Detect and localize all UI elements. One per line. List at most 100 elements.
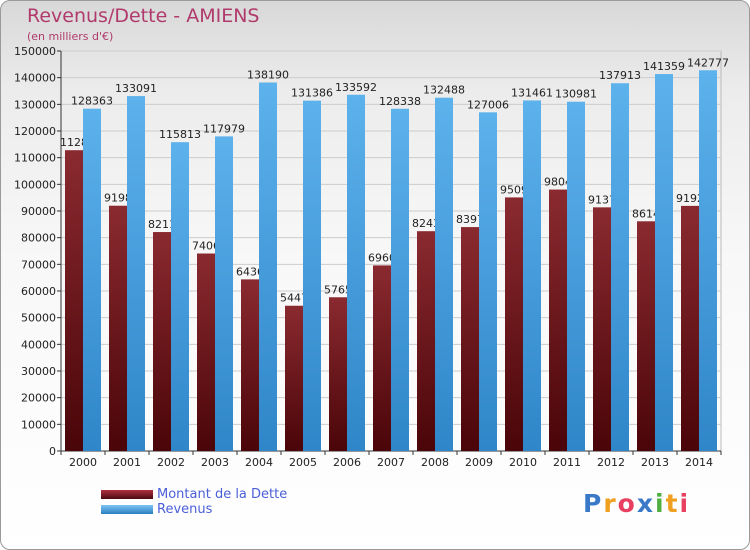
bar-revenus [567, 101, 585, 451]
y-tick-label: 0 [49, 445, 56, 458]
x-tick-label: 2001 [113, 456, 141, 469]
value-label-dette: 7406 [192, 240, 220, 253]
x-tick-label: 2007 [377, 456, 405, 469]
value-label-revenus: 117979 [203, 122, 245, 135]
x-tick-label: 2013 [641, 456, 669, 469]
value-label-revenus: 133091 [115, 82, 157, 95]
x-tick-label: 2003 [201, 456, 229, 469]
x-tick-label: 2010 [509, 456, 537, 469]
y-tick-label: 50000 [21, 312, 56, 325]
y-tick-label: 120000 [14, 125, 56, 138]
value-label-dette: 9137 [588, 193, 616, 206]
bar-dette [285, 305, 303, 451]
x-tick-label: 2011 [553, 456, 581, 469]
value-label-dette: 5447 [280, 292, 308, 305]
legend-label-dette: Montant de la Dette [157, 487, 288, 502]
value-label-dette: 5765 [324, 283, 352, 296]
legend: Montant de la Dette Revenus [101, 487, 287, 517]
y-tick-label: 10000 [21, 418, 56, 431]
bar-revenus [435, 97, 453, 451]
logo-letter: r [603, 489, 618, 518]
logo-letter: i [679, 489, 691, 518]
legend-label-revenus: Revenus [157, 502, 213, 517]
y-tick-label: 150000 [14, 45, 56, 58]
logo-letter: t [665, 489, 680, 518]
value-label-revenus: 131386 [291, 87, 333, 100]
value-label-dette: 6436 [236, 265, 264, 278]
bar-revenus [347, 94, 365, 451]
x-tick-label: 2002 [157, 456, 185, 469]
value-label-dette: 8614 [632, 207, 660, 220]
y-tick-label: 140000 [14, 72, 56, 85]
value-label-revenus: 141359 [643, 60, 685, 73]
y-tick-label: 60000 [21, 285, 56, 298]
value-label-revenus: 142777 [687, 56, 729, 69]
value-label-revenus: 133592 [335, 81, 377, 94]
x-tick-label: 2004 [245, 456, 273, 469]
bar-dette [373, 265, 391, 451]
bar-revenus [699, 70, 717, 452]
y-tick-label: 90000 [21, 205, 56, 218]
value-label-revenus: 127006 [467, 98, 509, 111]
legend-item-dette: Montant de la Dette [101, 487, 287, 502]
value-label-revenus: 128338 [379, 95, 421, 108]
y-tick-label: 70000 [21, 258, 56, 271]
bar-revenus [391, 108, 409, 452]
bar-dette [153, 232, 171, 451]
bar-revenus [523, 100, 541, 452]
value-label-dette: 9509 [500, 183, 528, 196]
y-tick-label: 30000 [21, 365, 56, 378]
y-tick-label: 110000 [14, 152, 56, 165]
x-tick-label: 2006 [333, 456, 361, 469]
legend-item-revenus: Revenus [101, 502, 287, 517]
bar-revenus [215, 136, 233, 451]
x-tick-label: 2005 [289, 456, 317, 469]
value-label-revenus: 137913 [599, 69, 641, 82]
value-label-revenus: 131461 [511, 86, 553, 99]
bar-dette [505, 197, 523, 451]
x-tick-label: 2000 [69, 456, 97, 469]
bar-revenus [171, 142, 189, 451]
bar-dette [197, 253, 215, 451]
y-tick-label: 20000 [21, 392, 56, 405]
bar-dette [65, 150, 83, 451]
value-label-dette: 1128 [60, 136, 88, 149]
bar-dette [241, 279, 259, 451]
value-label-revenus: 138190 [247, 68, 289, 81]
bar-dette [637, 221, 655, 451]
chart-subtitle: (en milliers d'€) [27, 30, 114, 43]
bar-dette [549, 189, 567, 451]
bar-revenus [655, 74, 673, 451]
proxiti-logo: Proxiti [583, 489, 690, 518]
x-tick-label: 2012 [597, 456, 625, 469]
y-tick-label: 40000 [21, 338, 56, 351]
logo-letter: P [583, 489, 604, 518]
value-label-dette: 9804 [544, 176, 572, 189]
value-label-dette: 8397 [456, 213, 484, 226]
logo-letter: i [655, 489, 666, 518]
bar-revenus [259, 82, 277, 451]
bar-revenus [83, 108, 101, 451]
bar-revenus [479, 112, 497, 452]
value-label-revenus: 115813 [159, 128, 201, 141]
bar-dette [593, 207, 611, 451]
x-tick-label: 2014 [685, 456, 713, 469]
bar-revenus [127, 96, 145, 451]
value-label-dette: 6960 [368, 251, 396, 264]
logo-letter: x [636, 489, 655, 518]
bar-dette [329, 297, 347, 451]
chart-title: Revenus/Dette - AMIENS [27, 5, 260, 27]
bar-dette [681, 205, 699, 451]
bar-dette [109, 205, 127, 451]
value-label-dette: 9192 [676, 192, 704, 205]
value-label-dette: 8211 [148, 218, 176, 231]
value-label-revenus: 132488 [423, 84, 465, 97]
y-tick-label: 130000 [14, 98, 56, 111]
value-label-dette: 9198 [104, 192, 132, 205]
legend-swatch-dette [101, 490, 153, 499]
x-tick-label: 2008 [421, 456, 449, 469]
bar-revenus [611, 83, 629, 452]
value-label-dette: 8243 [412, 217, 440, 230]
